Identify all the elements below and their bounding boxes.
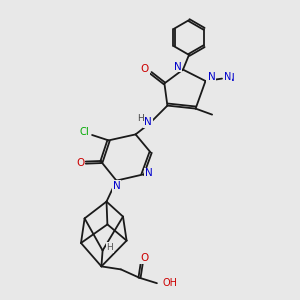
Text: O: O [76,158,85,168]
Text: N: N [207,72,215,82]
Text: OH: OH [162,278,177,288]
Text: N: N [226,73,234,83]
Text: N: N [145,168,152,178]
Text: O: O [141,64,149,74]
Text: O: O [140,253,148,263]
Text: N: N [208,72,215,82]
Text: H: H [138,114,144,123]
Text: N: N [144,117,152,128]
Text: N: N [112,181,120,191]
Text: N: N [174,61,182,72]
Text: N: N [224,72,232,82]
Text: H: H [106,243,113,252]
Text: Cl: Cl [80,127,89,137]
